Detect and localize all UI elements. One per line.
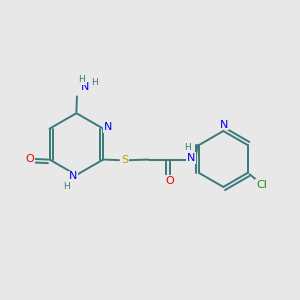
Text: H: H xyxy=(91,78,98,87)
Text: N: N xyxy=(187,153,195,163)
Text: Cl: Cl xyxy=(256,180,267,190)
Text: H: H xyxy=(64,182,70,191)
Text: O: O xyxy=(165,176,174,186)
Text: H: H xyxy=(184,143,191,152)
Text: S: S xyxy=(121,155,128,165)
Text: N: N xyxy=(81,82,89,92)
Text: N: N xyxy=(69,172,77,182)
Text: O: O xyxy=(26,154,34,164)
Text: H: H xyxy=(78,75,85,84)
Text: N: N xyxy=(220,119,228,130)
Text: N: N xyxy=(103,122,112,132)
